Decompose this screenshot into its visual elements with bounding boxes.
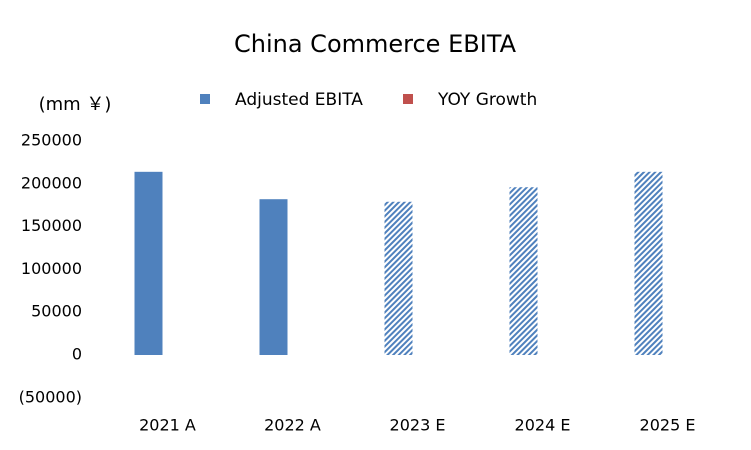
y-tick-label: 150000 [21, 216, 82, 235]
bar [634, 171, 663, 355]
y-axis-label: (mm ￥) [39, 94, 112, 115]
x-tick-label: 2022 A [264, 416, 321, 435]
chart-title: China Commerce EBITA [234, 30, 517, 58]
bar [384, 201, 413, 355]
bar [134, 171, 163, 355]
y-tick-label: 50000 [31, 302, 82, 321]
x-tick-label: 2021 A [139, 416, 196, 435]
legend-swatch [200, 94, 210, 104]
legend-label: Adjusted EBITA [235, 90, 363, 110]
bar [259, 199, 288, 355]
y-tick-label: 200000 [21, 173, 82, 192]
bar [509, 187, 538, 355]
y-tick-label: 0 [72, 345, 82, 364]
legend-label: YOY Growth [437, 90, 537, 110]
x-tick-label: 2023 E [390, 416, 446, 435]
y-tick-label: 250000 [21, 131, 82, 150]
legend-swatch [403, 94, 413, 104]
y-tick-label: (50000) [19, 387, 82, 406]
x-tick-label: 2025 E [640, 416, 696, 435]
x-tick-label: 2024 E [515, 416, 571, 435]
y-tick-label: 100000 [21, 259, 82, 278]
